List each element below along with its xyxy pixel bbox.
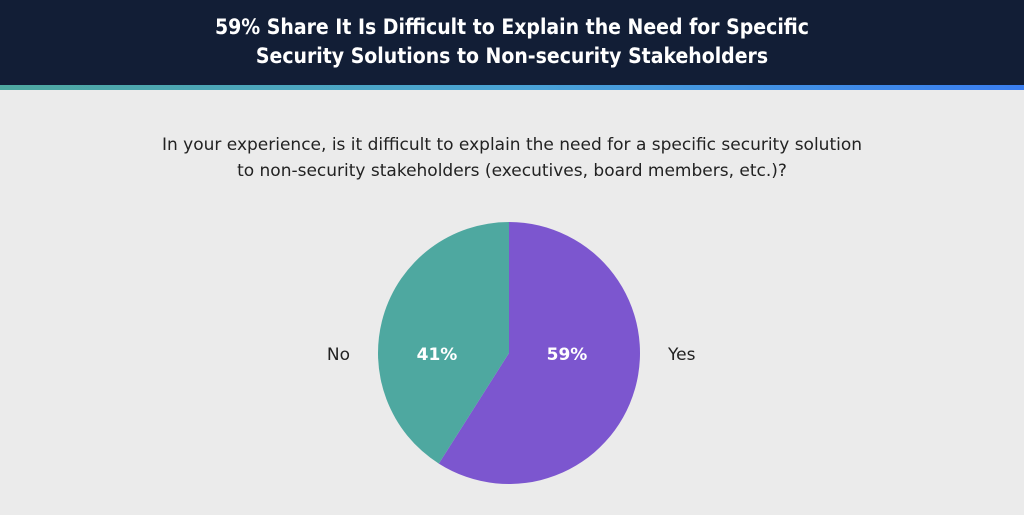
survey-question: In your experience, is it difficult to e… [161, 135, 863, 181]
gradient-divider [0, 85, 1024, 90]
page-title: 59% Share It Is Difficult to Explain the… [215, 15, 809, 68]
data-label-no: 41% [417, 345, 458, 365]
category-label-yes: Yes [667, 345, 696, 365]
pie-slice-yes [438, 222, 640, 485]
data-label-yes: 59% [547, 345, 588, 365]
pie-slice-no [377, 222, 509, 464]
category-label-no: No [327, 345, 350, 365]
header: 59% Share It Is Difficult to Explain the… [0, 0, 1024, 85]
